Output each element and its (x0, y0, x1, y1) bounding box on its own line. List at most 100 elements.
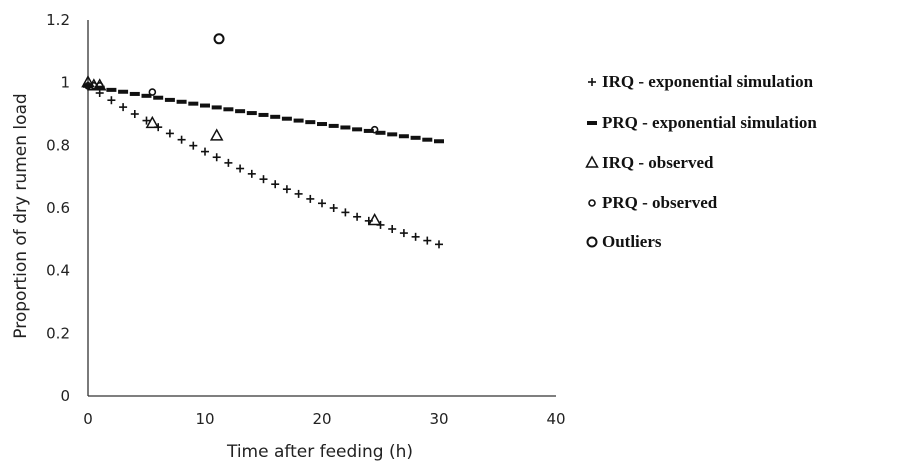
data-point (353, 212, 362, 221)
data-point (107, 96, 116, 105)
series-1 (83, 83, 444, 144)
x-tick-label: 0 (83, 410, 93, 428)
x-tick-label: 20 (312, 410, 331, 428)
data-point (211, 105, 222, 110)
legend-label: Outliers (602, 232, 662, 251)
series-2 (81, 75, 382, 226)
legend-marker (588, 78, 596, 86)
data-point (94, 85, 105, 90)
y-tick-label: 0.6 (46, 199, 70, 217)
y-tick-label: 0.2 (46, 324, 70, 342)
data-point (435, 240, 443, 249)
y-axis-title: Proportion of dry rumen load (11, 93, 31, 338)
legend-marker (585, 155, 599, 168)
legend: IRQ - exponential simulation PRQ - expone… (585, 72, 817, 251)
data-point (148, 88, 157, 96)
legend-marker (586, 236, 598, 248)
legend-marker (588, 199, 596, 207)
data-point (141, 93, 152, 98)
tick-labels: 0 10 20 30 40 0 0.2 0.4 0.6 0.8 1 1.2 (46, 11, 565, 428)
data-point (423, 236, 432, 245)
data-point (270, 114, 281, 119)
data-point (118, 89, 129, 94)
y-tick-label: 0.4 (46, 262, 70, 280)
data-point (422, 137, 433, 142)
data-point (352, 127, 363, 132)
legend-item: PRQ - exponential simulation (587, 113, 817, 132)
data-point (95, 82, 104, 90)
y-tick-label: 0 (60, 387, 70, 405)
legend-item: Outliers (586, 232, 662, 251)
data-point (200, 103, 210, 108)
data-point (388, 224, 397, 233)
data-point (340, 125, 351, 130)
data-point (81, 75, 95, 88)
data-point (223, 107, 234, 112)
data-point (106, 87, 117, 92)
data-point (410, 135, 421, 140)
data-point (363, 128, 374, 133)
data-point (164, 97, 175, 102)
data-point (328, 123, 339, 128)
data-point (305, 120, 316, 125)
data-point (367, 212, 382, 226)
legend-label: IRQ - exponential simulation (602, 72, 814, 91)
data-point (213, 33, 225, 45)
data-point (201, 147, 209, 156)
data-point (142, 116, 151, 125)
data-point (293, 118, 304, 123)
legend-label: PRQ - observed (602, 193, 718, 212)
data-point (259, 175, 268, 184)
data-point (411, 232, 420, 241)
y-tick-label: 0.8 (46, 136, 70, 154)
data-point (329, 204, 338, 212)
legend-item: PRQ - observed (588, 193, 718, 212)
data-point (212, 153, 221, 162)
data-point (165, 129, 174, 138)
series-0 (84, 81, 443, 249)
x-tick-label: 10 (195, 410, 214, 428)
data-point (177, 135, 186, 144)
x-tick-label: 40 (546, 410, 565, 428)
data-point (271, 180, 280, 189)
data-point (129, 91, 140, 96)
data-point (246, 111, 257, 116)
legend-label: IRQ - observed (602, 153, 714, 172)
data-point (236, 164, 245, 173)
series-4 (213, 33, 225, 45)
data-point (83, 83, 93, 88)
data-point (235, 109, 246, 114)
data-point (209, 128, 224, 141)
data-point (341, 208, 350, 217)
data-point (294, 189, 303, 198)
legend-label: PRQ - exponential simulation (602, 113, 817, 132)
data-point (258, 112, 269, 117)
data-point (306, 194, 315, 203)
x-axis-title: Time after feeding (h) (226, 442, 413, 462)
data-point (145, 115, 160, 129)
y-tick-label: 1.2 (46, 11, 70, 29)
data-point (398, 134, 409, 139)
axes (87, 20, 556, 397)
data-point (399, 229, 408, 238)
data-point (375, 130, 386, 135)
data-point (130, 110, 139, 118)
data-point (224, 158, 233, 167)
data-point (318, 199, 326, 208)
y-tick-label: 1 (60, 74, 70, 92)
data-point (387, 132, 398, 137)
data-point (317, 122, 327, 127)
legend-item: IRQ - exponential simulation (588, 72, 814, 91)
x-tick-label: 30 (429, 410, 448, 428)
legend-marker (587, 121, 597, 125)
data-point (282, 185, 291, 194)
data-point (188, 101, 199, 106)
data-point (370, 125, 379, 134)
data-point (119, 103, 128, 112)
data-point (153, 95, 164, 100)
data-point (281, 116, 292, 121)
legend-item: IRQ - observed (585, 153, 714, 172)
data-point (176, 99, 187, 104)
data-point (189, 141, 198, 150)
